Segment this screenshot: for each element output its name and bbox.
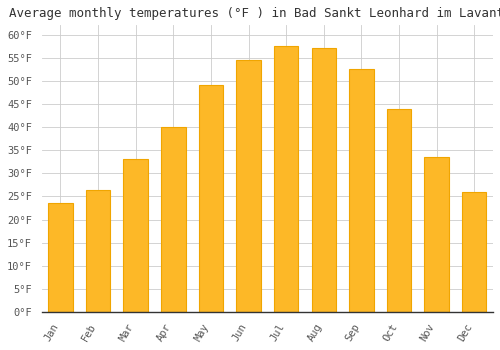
Bar <box>236 60 261 312</box>
Bar <box>48 203 72 312</box>
Bar <box>86 189 110 312</box>
Bar <box>387 108 411 312</box>
Bar <box>424 157 449 312</box>
Bar <box>198 85 223 312</box>
Bar <box>124 160 148 312</box>
Bar <box>462 192 486 312</box>
Bar <box>349 69 374 312</box>
Bar <box>312 48 336 312</box>
Title: Average monthly temperatures (°F ) in Bad Sankt Leonhard im Lavanttal: Average monthly temperatures (°F ) in Ba… <box>8 7 500 20</box>
Bar <box>161 127 186 312</box>
Bar <box>274 46 298 312</box>
